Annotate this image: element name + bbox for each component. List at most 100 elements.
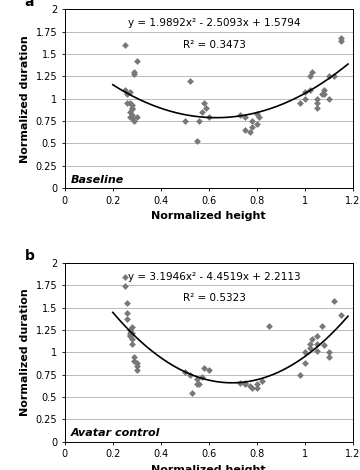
Point <box>326 349 332 356</box>
Point <box>124 309 130 317</box>
Point <box>127 333 132 340</box>
Point <box>134 367 140 374</box>
Point <box>122 274 128 281</box>
Point <box>129 340 135 347</box>
Point <box>127 326 132 334</box>
Text: R² = 0.3473: R² = 0.3473 <box>183 40 246 50</box>
Point <box>124 299 130 307</box>
Point <box>302 349 308 356</box>
Point <box>127 331 132 338</box>
Point <box>199 374 204 381</box>
Point <box>242 126 248 134</box>
Point <box>314 104 320 111</box>
Point <box>127 109 132 116</box>
Point <box>319 91 324 98</box>
Point <box>314 95 320 102</box>
Point <box>124 91 130 98</box>
Point <box>338 37 344 45</box>
Point <box>129 111 135 118</box>
Point <box>321 91 327 98</box>
Point <box>302 95 308 102</box>
Point <box>247 383 252 390</box>
Point <box>259 377 265 385</box>
Point <box>254 110 260 118</box>
Point <box>134 362 140 369</box>
Point <box>307 344 312 352</box>
Point <box>302 89 308 96</box>
Point <box>249 124 255 131</box>
Point <box>206 113 212 120</box>
Point <box>331 73 337 80</box>
Text: y = 3.1946x² - 4.4519x + 2.2113: y = 3.1946x² - 4.4519x + 2.2113 <box>128 272 301 282</box>
Point <box>199 109 204 116</box>
Point <box>314 340 320 347</box>
Point <box>131 70 137 78</box>
Point <box>194 376 200 383</box>
Point <box>131 118 137 125</box>
Point <box>189 389 195 396</box>
Point <box>131 353 137 360</box>
Point <box>297 371 303 378</box>
Point <box>302 360 308 367</box>
Point <box>266 322 272 329</box>
Point <box>309 335 315 343</box>
Point <box>307 73 312 80</box>
Point <box>201 100 207 107</box>
Point <box>242 113 248 120</box>
Point <box>122 41 128 49</box>
Point <box>127 113 132 120</box>
Point <box>134 360 140 367</box>
Point <box>131 68 137 76</box>
Point <box>254 380 260 387</box>
Point <box>237 111 243 118</box>
Point <box>242 380 248 387</box>
Point <box>338 311 344 319</box>
Text: b: b <box>24 249 34 263</box>
Point <box>326 73 332 80</box>
Text: R² = 0.5323: R² = 0.5323 <box>183 293 246 304</box>
X-axis label: Normalized height: Normalized height <box>152 465 266 470</box>
Text: a: a <box>24 0 34 9</box>
Point <box>249 384 255 392</box>
Point <box>124 100 130 107</box>
Point <box>129 329 135 337</box>
Point <box>256 113 262 120</box>
Point <box>321 86 327 94</box>
Text: Baseline: Baseline <box>71 174 124 185</box>
Point <box>182 368 188 376</box>
Point <box>124 315 130 322</box>
Point <box>321 342 327 349</box>
Point <box>122 86 128 94</box>
Point <box>127 329 132 337</box>
Y-axis label: Normalized duration: Normalized duration <box>20 289 30 416</box>
Point <box>331 297 337 305</box>
Point <box>129 106 135 113</box>
Point <box>237 379 243 387</box>
X-axis label: Normalized height: Normalized height <box>152 212 266 221</box>
Point <box>326 95 332 102</box>
Point <box>129 104 135 111</box>
Point <box>307 340 312 347</box>
Point <box>129 335 135 343</box>
Point <box>129 115 135 122</box>
Text: Avatar control: Avatar control <box>71 428 160 438</box>
Point <box>201 364 207 371</box>
Point <box>309 68 315 76</box>
Point <box>247 128 252 135</box>
Point <box>297 100 303 107</box>
Point <box>134 57 140 65</box>
Point <box>127 100 132 107</box>
Point <box>319 322 324 329</box>
Point <box>254 120 260 127</box>
Point <box>187 77 193 85</box>
Point <box>129 101 135 109</box>
Text: y = 1.9892x² - 2.5093x + 1.5794: y = 1.9892x² - 2.5093x + 1.5794 <box>128 18 301 28</box>
Point <box>134 113 140 120</box>
Point <box>196 118 202 125</box>
Point <box>249 118 255 125</box>
Point <box>187 371 193 378</box>
Point <box>196 380 202 387</box>
Point <box>307 86 312 94</box>
Point <box>206 367 212 374</box>
Point <box>182 118 188 125</box>
